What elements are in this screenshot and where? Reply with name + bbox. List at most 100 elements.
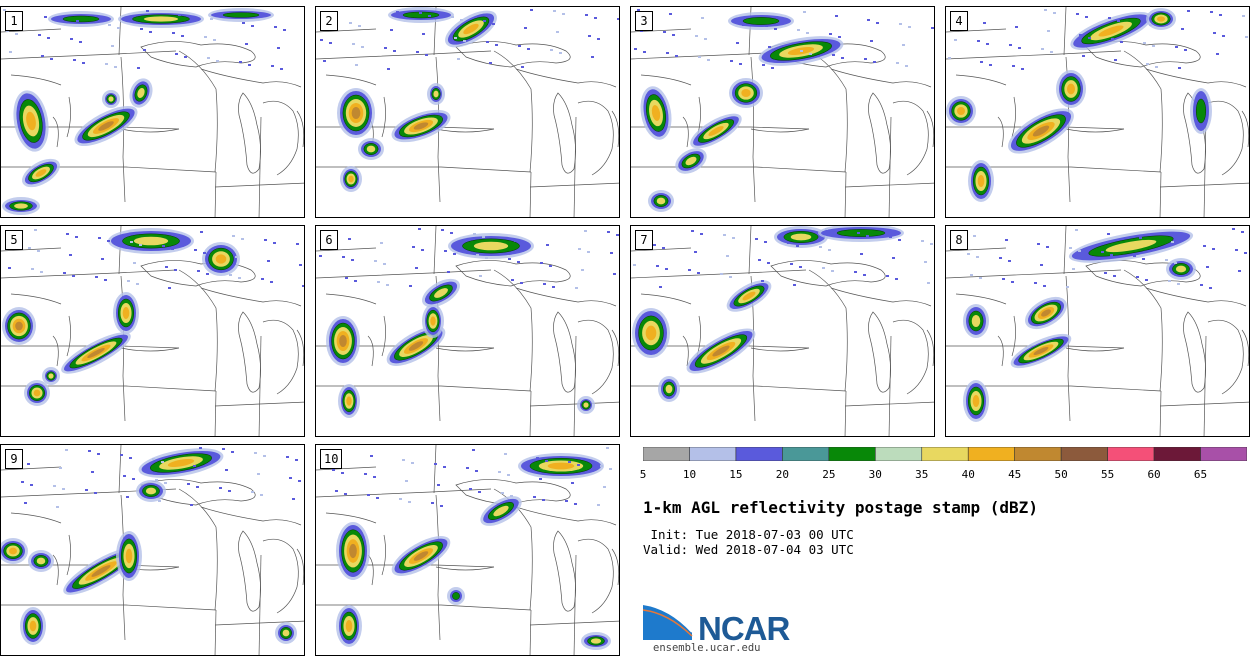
member-number: 10	[320, 449, 343, 469]
reflectivity-cell	[102, 90, 120, 108]
light-echo	[803, 11, 806, 13]
light-echo	[1245, 36, 1248, 38]
colorbar-segment	[689, 447, 737, 461]
light-echo	[72, 275, 75, 277]
map-boundary	[258, 116, 262, 217]
light-echo	[931, 27, 934, 29]
map-boundary	[631, 166, 847, 173]
light-echo	[140, 28, 143, 30]
light-echo	[1200, 284, 1203, 286]
light-echo	[264, 239, 267, 241]
colorbar-tick-label: 15	[729, 468, 743, 481]
map-boundary	[770, 260, 886, 287]
map-boundary	[553, 92, 576, 174]
map-boundary	[1, 466, 62, 471]
light-echo	[161, 461, 164, 463]
light-echo	[38, 34, 41, 36]
light-echo	[206, 273, 209, 275]
member-number: 7	[635, 230, 653, 250]
light-echo	[402, 459, 405, 461]
light-echo	[207, 57, 210, 59]
light-echo	[1184, 49, 1187, 51]
map-boundary	[515, 506, 617, 526]
light-echo	[857, 232, 860, 234]
light-echo	[53, 485, 56, 487]
map-boundary	[435, 347, 495, 352]
light-echo	[867, 19, 870, 21]
light-echo	[591, 56, 594, 58]
light-echo	[927, 282, 930, 284]
light-echo	[720, 273, 723, 275]
map-boundary	[120, 347, 180, 352]
reflectivity-colorbar	[643, 447, 1247, 461]
light-echo	[88, 450, 91, 452]
light-echo	[768, 46, 771, 48]
light-echo	[1174, 262, 1177, 264]
light-echo	[1101, 251, 1104, 253]
light-echo	[280, 68, 283, 70]
member-panel: 5	[0, 225, 305, 437]
map-boundary	[529, 609, 532, 655]
light-echo	[187, 483, 190, 485]
map-boundary	[435, 566, 495, 571]
reflectivity-cell	[1070, 11, 1152, 51]
light-echo	[231, 451, 234, 453]
light-echo	[380, 242, 383, 244]
map-boundary	[946, 247, 1007, 252]
light-echo	[899, 23, 902, 25]
light-echo	[104, 279, 107, 281]
light-echo	[819, 246, 822, 248]
reflectivity-cell	[202, 242, 240, 276]
reflectivity-cell	[427, 83, 445, 105]
reflectivity-cell	[336, 522, 370, 580]
light-echo	[524, 27, 527, 29]
light-echo	[399, 498, 402, 500]
light-echo	[1175, 46, 1178, 48]
reflectivity-cell	[1068, 229, 1194, 263]
map-boundary	[1, 28, 62, 33]
light-echo	[295, 459, 298, 461]
map-boundary	[1145, 287, 1247, 307]
light-echo	[225, 469, 228, 471]
light-echo	[597, 38, 600, 40]
light-echo	[123, 475, 126, 477]
light-echo	[143, 49, 146, 51]
light-echo	[476, 254, 479, 256]
light-echo	[73, 59, 76, 61]
reflectivity-cell	[391, 536, 451, 576]
light-echo	[416, 51, 419, 53]
light-echo	[666, 52, 669, 54]
light-echo	[1178, 67, 1181, 69]
light-echo	[235, 256, 238, 258]
light-echo	[1187, 10, 1190, 12]
light-echo	[1155, 66, 1158, 68]
reflectivity-cell	[648, 190, 674, 212]
light-echo	[799, 266, 802, 268]
light-echo	[704, 38, 707, 40]
light-echo	[1241, 231, 1244, 233]
reflectivity-cell	[946, 96, 976, 126]
light-echo	[28, 247, 31, 249]
light-echo	[1050, 51, 1053, 53]
light-echo	[870, 40, 873, 42]
map-boundary	[296, 329, 304, 367]
reflectivity-cell	[275, 622, 297, 644]
light-echo	[508, 258, 511, 260]
reflectivity-cell	[337, 88, 375, 138]
map-boundary	[178, 488, 218, 611]
map-boundary	[553, 311, 576, 393]
light-echo	[1008, 260, 1011, 262]
valid-time: Valid: Wed 2018-07-04 03 UTC	[643, 542, 854, 557]
light-echo	[485, 257, 488, 259]
light-echo	[663, 31, 666, 33]
light-echo	[9, 51, 12, 53]
light-echo	[130, 241, 133, 243]
map-boundary	[946, 50, 1122, 60]
light-echo	[1113, 275, 1116, 277]
light-echo	[271, 65, 274, 67]
light-echo	[1117, 20, 1120, 22]
map-boundary	[808, 269, 848, 392]
light-echo	[755, 238, 758, 240]
light-echo	[574, 503, 577, 505]
light-echo	[1040, 264, 1043, 266]
